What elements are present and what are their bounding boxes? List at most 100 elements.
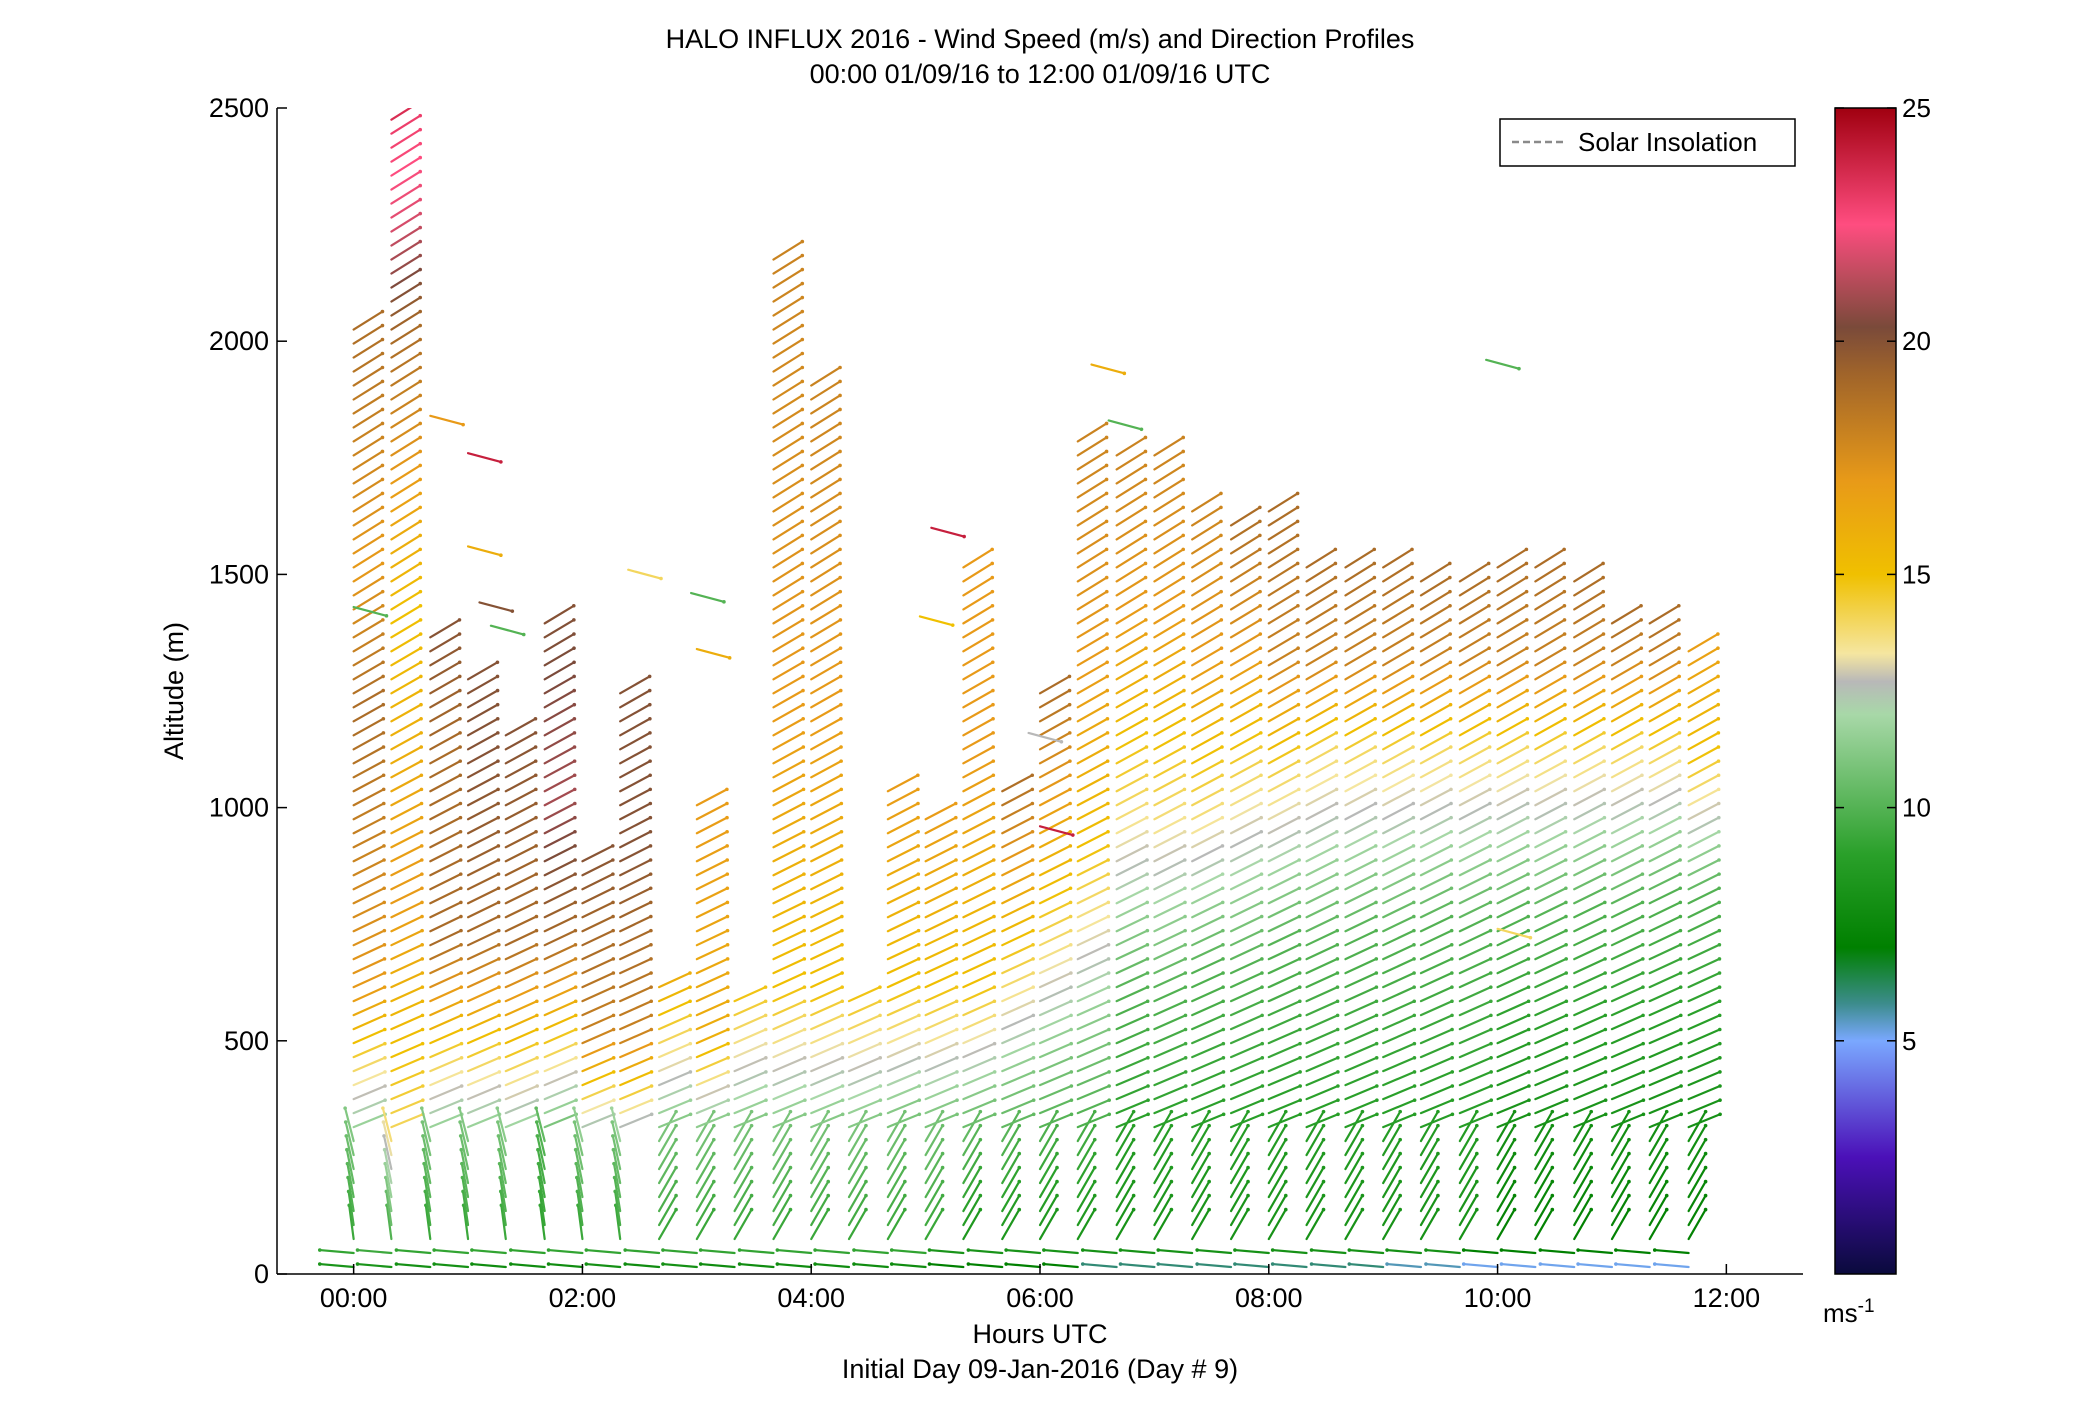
wind-barb-tip (1526, 1027, 1531, 1032)
wind-barb-tip (649, 957, 653, 961)
wind-barb-tip (1525, 646, 1529, 650)
wind-barb-tip (1562, 660, 1567, 665)
wind-barbs (317, 108, 1722, 1269)
wind-barb-tip (1527, 1084, 1531, 1088)
wind-barb (429, 971, 463, 989)
wind-barb (390, 1000, 424, 1017)
wind-barb-tip (1410, 603, 1415, 608)
wind-barb (429, 661, 461, 681)
wind-barb (1610, 788, 1644, 807)
wind-barb (504, 731, 537, 751)
wind-barb-tip (573, 872, 577, 876)
wind-barb (810, 887, 843, 905)
wind-barb-tip (802, 1027, 807, 1032)
wind-barb (1610, 689, 1643, 709)
wind-barb-tip (1716, 731, 1721, 735)
wind-barb-tip (1059, 739, 1064, 744)
wind-barb-tip (382, 957, 387, 961)
wind-barb-tip (1475, 1109, 1479, 1114)
wind-barb-tip (1143, 519, 1148, 524)
wind-barb (1344, 618, 1376, 639)
wind-barb (1382, 1042, 1416, 1059)
wind-barb-tip (1335, 914, 1339, 919)
wind-barb (1344, 731, 1377, 751)
wind-barb (1005, 1248, 1042, 1255)
wind-barb-tip (1475, 1123, 1479, 1128)
wind-barb-tip (1298, 1098, 1303, 1102)
wind-barb-tip (1104, 477, 1109, 482)
wind-barb-tip (1183, 1013, 1188, 1018)
wind-barb (1382, 1113, 1416, 1129)
wind-barb (1305, 1138, 1325, 1171)
wind-barb (924, 802, 957, 821)
wind-barb (810, 1124, 830, 1157)
wind-barb (733, 1166, 753, 1199)
wind-barb (1458, 816, 1492, 835)
wind-barb-tip (1017, 1193, 1022, 1198)
wind-barb-tip (1538, 1262, 1543, 1266)
wind-barb-tip (940, 1137, 945, 1142)
wind-barb-tip (1526, 1041, 1531, 1046)
wind-barb-tip (1068, 815, 1072, 820)
wind-barb-tip (1283, 1193, 1288, 1198)
wind-barb (1610, 632, 1643, 653)
wind-barb-tip (1031, 1070, 1036, 1074)
wind-barb-tip (1259, 759, 1263, 763)
wind-barb (352, 576, 384, 597)
wind-barb (1458, 1000, 1492, 1017)
wind-barb (1648, 1056, 1683, 1073)
wind-barb-tip (1219, 547, 1223, 552)
wind-barb-tip (840, 1055, 845, 1060)
wind-barb-tip (954, 928, 959, 933)
wind-barb (695, 915, 729, 933)
wind-barb (1419, 1084, 1454, 1101)
wind-barb-tip (1717, 957, 1722, 961)
wind-barb (1267, 1056, 1302, 1073)
wind-barb (1229, 943, 1263, 961)
wind-barb-tip (1184, 1112, 1188, 1117)
wind-barb-tip (1334, 815, 1339, 820)
wind-barb (1344, 802, 1377, 821)
wind-barb (576, 1190, 584, 1227)
wind-barb-tip (1347, 1262, 1352, 1266)
wind-barb (1534, 1028, 1568, 1045)
wind-barb-tip (749, 1109, 754, 1114)
wind-barb-tip (726, 1070, 730, 1074)
wind-barb-tip (611, 1027, 616, 1032)
wind-barb-tip (457, 646, 462, 650)
wind-barb (1687, 647, 1720, 667)
wind-barb-tip (1055, 1193, 1059, 1198)
wind-barb (1419, 1152, 1440, 1185)
wind-barb (772, 282, 804, 303)
wind-barb-tip (1449, 787, 1453, 792)
wind-barb (1038, 1180, 1059, 1213)
wind-barb-tip (1450, 1070, 1455, 1074)
wind-barb (1648, 943, 1682, 961)
wind-barb (813, 1262, 851, 1269)
wind-barb (1153, 1099, 1187, 1115)
wind-barb (422, 1148, 432, 1185)
wind-barb-tip (1259, 928, 1264, 933)
wind-barb (466, 957, 500, 975)
wind-barb-tip (1449, 829, 1453, 834)
wind-barb-tip (317, 1248, 322, 1252)
wind-barb-tip (380, 351, 385, 356)
wind-barb (1648, 1084, 1683, 1101)
wind-barb-tip (1528, 935, 1533, 940)
wind-barb (390, 816, 423, 835)
wind-barb (1153, 450, 1185, 471)
wind-barb (1344, 1124, 1364, 1157)
wind-barb (1496, 1152, 1516, 1185)
wind-barb-tip (1144, 759, 1149, 763)
wind-barb (1076, 1056, 1111, 1073)
wind-barb (614, 1190, 622, 1227)
wind-barb (390, 590, 422, 611)
wind-barb (1076, 478, 1108, 499)
wind-barb-tip (418, 421, 423, 426)
wind-barb-tip (1219, 505, 1223, 510)
wind-barb-tip (1143, 589, 1148, 594)
wind-barb (1496, 1124, 1516, 1157)
wind-barb (1573, 689, 1605, 709)
wind-barb (962, 873, 995, 891)
wind-barb-tip (419, 731, 423, 735)
